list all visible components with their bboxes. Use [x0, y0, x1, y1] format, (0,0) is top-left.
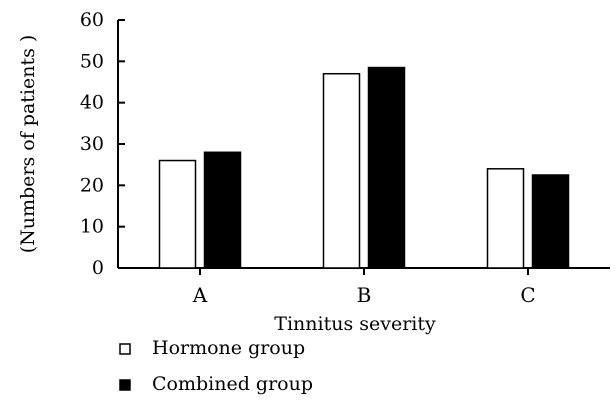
legend: Hormone group Combined group: [119, 337, 313, 395]
y-tick-label: 10: [80, 216, 104, 238]
y-tick-label: 40: [80, 92, 104, 114]
y-axis: 0 10 20 30 40 50 60: [80, 9, 125, 279]
y-tick-label: 30: [80, 133, 104, 155]
bar-combined-b: [367, 66, 406, 269]
x-axis: A B C: [118, 267, 610, 307]
bar-combined-c: [531, 174, 570, 269]
bar-hormone-a: [158, 159, 197, 269]
y-tick-label: 60: [80, 9, 104, 31]
y-tick-label: 20: [80, 174, 104, 196]
legend-label-combined: Combined group: [152, 373, 313, 395]
legend-swatch-combined: [119, 379, 131, 391]
bar-hormone-b: [322, 72, 361, 269]
x-tick-label: A: [192, 283, 208, 307]
y-tick-label: 50: [80, 50, 104, 72]
x-axis-title: Tinnitus severity: [274, 313, 436, 335]
x-tick-label: B: [357, 283, 372, 307]
y-axis-title: (Numbers of patients ): [17, 35, 39, 254]
y-tick-label: 0: [92, 257, 104, 279]
legend-swatch-hormone: [119, 343, 131, 355]
legend-label-hormone: Hormone group: [152, 337, 305, 359]
bar-combined-a: [203, 151, 242, 269]
x-tick-label: C: [520, 283, 535, 307]
bars: [158, 66, 570, 269]
bar-hormone-c: [486, 168, 525, 269]
